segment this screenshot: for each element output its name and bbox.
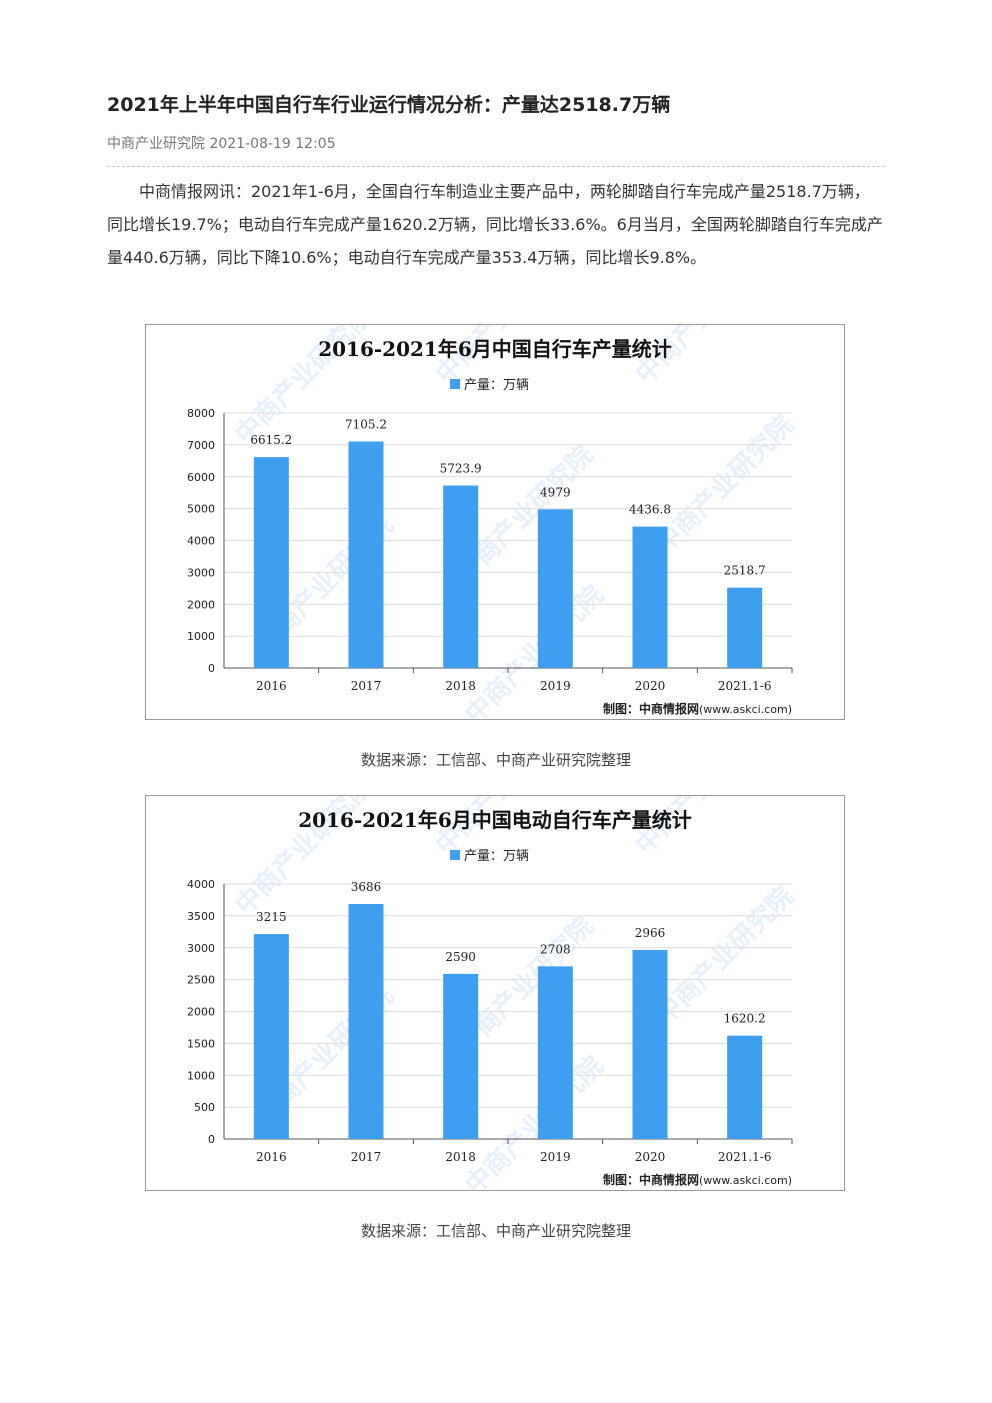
data-label: 2518.7 (724, 564, 766, 578)
article-title: 2021年上半年中国自行车行业运行情况分析：产量达2518.7万辆 (107, 94, 671, 116)
x-tick-label: 2021.1-6 (718, 1150, 772, 1164)
x-tick-label: 2021.1-6 (718, 679, 772, 693)
data-label: 7105.2 (345, 418, 387, 432)
credit-prefix: 制图： (603, 1172, 639, 1187)
y-tick-label: 1500 (187, 1037, 215, 1050)
data-label: 3686 (351, 880, 382, 894)
chart-title: 2016-2021年6月中国电动自行车产量统计 (298, 808, 692, 832)
credit-url: (www.askci.com) (699, 703, 792, 716)
y-tick-label: 4000 (187, 535, 215, 548)
x-tick-label: 2017 (351, 1150, 382, 1164)
data-label: 1620.2 (724, 1012, 766, 1026)
chart-figure-bicycle: 中商产业研究院中商产业研究院中商产业研究院中商产业研究院中商产业研究院中商产业研… (145, 324, 845, 720)
x-tick-label: 2016 (256, 1150, 287, 1164)
legend-swatch (450, 379, 460, 389)
y-tick-label: 2500 (187, 974, 215, 987)
chart-figure-ebike: 中商产业研究院中商产业研究院中商产业研究院中商产业研究院中商产业研究院中商产业研… (145, 795, 845, 1191)
data-label: 4436.8 (629, 503, 671, 517)
y-tick-label: 0 (208, 1133, 215, 1146)
bar-chart: 中商产业研究院中商产业研究院中商产业研究院中商产业研究院中商产业研究院中商产业研… (146, 796, 844, 1190)
x-tick-label: 2020 (635, 1150, 666, 1164)
credit-brand: 中商情报网 (639, 1172, 699, 1187)
legend-label: 产量：万辆 (464, 849, 529, 864)
y-tick-label: 1000 (187, 630, 215, 643)
y-tick-label: 5000 (187, 503, 215, 516)
y-tick-label: 3500 (187, 910, 215, 923)
data-label: 2708 (540, 942, 571, 956)
y-tick-label: 2000 (187, 598, 215, 611)
x-tick-label: 2020 (635, 679, 666, 693)
bar (443, 973, 479, 1139)
data-label: 2966 (635, 926, 666, 940)
data-label: 6615.2 (250, 433, 292, 447)
y-tick-label: 7000 (187, 439, 215, 452)
data-label: 3215 (256, 910, 287, 924)
y-tick-label: 4000 (187, 878, 215, 891)
y-tick-label: 3000 (187, 942, 215, 955)
x-tick-label: 2018 (445, 1150, 476, 1164)
x-tick-label: 2017 (351, 679, 382, 693)
bar (537, 966, 573, 1139)
chart-credit: 制图：中商情报网(www.askci.com) (603, 701, 792, 716)
data-label: 2590 (445, 950, 476, 964)
figure-source-bicycle: 数据来源：工信部、中商产业研究院整理 (360, 751, 631, 769)
legend-swatch (450, 850, 460, 860)
x-tick-label: 2018 (445, 679, 476, 693)
credit-prefix: 制图： (603, 701, 639, 716)
y-tick-label: 8000 (187, 407, 215, 420)
bar (443, 485, 479, 668)
bar (348, 904, 384, 1139)
bar (348, 441, 384, 668)
chart-credit: 制图：中商情报网(www.askci.com) (603, 1172, 792, 1187)
bar (253, 934, 289, 1139)
x-tick-label: 2019 (540, 1150, 571, 1164)
data-label: 4979 (540, 485, 571, 499)
credit-brand: 中商情报网 (639, 701, 699, 716)
y-tick-label: 6000 (187, 471, 215, 484)
data-label: 5723.9 (440, 462, 482, 476)
divider (107, 166, 885, 167)
x-tick-label: 2019 (540, 679, 571, 693)
article-meta: 中商产业研究院 2021-08-19 12:05 (107, 136, 336, 152)
bar (632, 526, 668, 668)
legend-label: 产量：万辆 (464, 378, 529, 393)
bar (727, 587, 763, 668)
credit-url: (www.askci.com) (699, 1174, 792, 1187)
bar (632, 949, 668, 1139)
bar (727, 1035, 763, 1139)
y-tick-label: 3000 (187, 566, 215, 579)
y-tick-label: 1000 (187, 1069, 215, 1082)
bar (253, 457, 289, 668)
y-tick-label: 2000 (187, 1006, 215, 1019)
figure-source-ebike: 数据来源：工信部、中商产业研究院整理 (360, 1222, 631, 1240)
y-tick-label: 0 (208, 662, 215, 675)
bar (537, 509, 573, 668)
article-paragraph: 中商情报网讯：2021年1-6月，全国自行车制造业主要产品中，两轮脚踏自行车完成… (107, 182, 883, 267)
bar-chart: 中商产业研究院中商产业研究院中商产业研究院中商产业研究院中商产业研究院中商产业研… (146, 325, 844, 719)
y-tick-label: 500 (194, 1101, 215, 1114)
chart-title: 2016-2021年6月中国自行车产量统计 (318, 337, 672, 361)
x-tick-label: 2016 (256, 679, 287, 693)
